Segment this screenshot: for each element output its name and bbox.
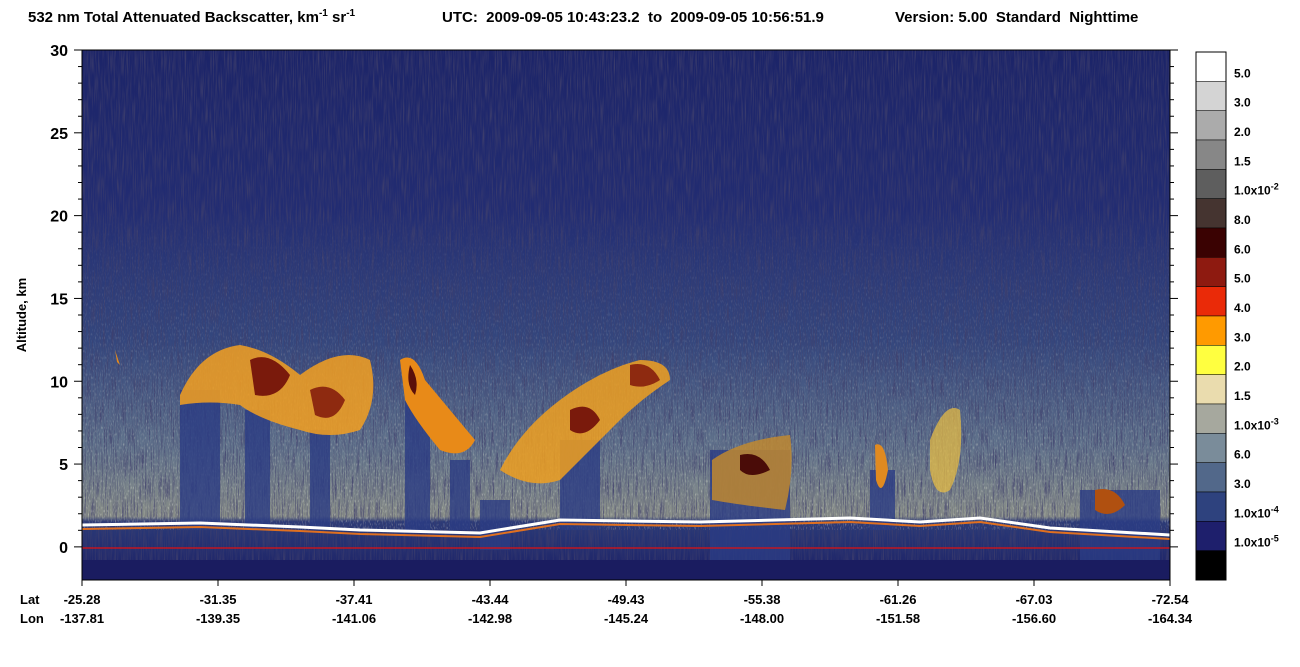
lon-tick-label: -151.58 <box>876 611 920 626</box>
lon-tick-label: -164.34 <box>1148 611 1193 626</box>
lat-tick-label: -49.43 <box>608 592 645 607</box>
colorbar-label-text: 3.0 <box>1234 330 1251 344</box>
colorbar-swatch <box>1195 491 1227 522</box>
lon-tick-label: -137.81 <box>60 611 104 626</box>
clouds <box>115 345 1125 514</box>
colorbar-swatch <box>1195 403 1227 434</box>
y-tick-label: 30 <box>50 43 68 60</box>
colorbar-swatch <box>1195 315 1227 346</box>
y-tick-label: 0 <box>59 540 68 557</box>
colorbar-label: 3.0 <box>1234 96 1251 110</box>
colorbar-label: 6.0 <box>1234 448 1251 462</box>
colorbar-swatch <box>1195 462 1227 493</box>
colorbar-label: 3.0 <box>1234 330 1251 344</box>
chart-title: 532 nm Total Attenuated Backscatter, km-… <box>28 8 356 26</box>
version: Version: 5.00 Standard Nighttime <box>895 9 1138 26</box>
colorbar-swatch <box>1195 139 1227 170</box>
colorbar-label: 4.0 <box>1234 301 1251 315</box>
colorbar-swatch <box>1195 169 1227 199</box>
lon-label: Lon <box>20 611 44 626</box>
colorbar-label: 1.0x10-5 <box>1234 534 1279 550</box>
colorbar-label-exponent: -5 <box>1271 534 1279 544</box>
lat-label: Lat <box>20 592 40 607</box>
colorbar-swatch <box>1195 521 1227 551</box>
backscatter-image <box>82 50 1170 580</box>
colorbar-label-text: 3.0 <box>1234 477 1251 491</box>
title-part: 532 nm Total Attenuated Backscatter, km <box>28 9 319 26</box>
title-superscript: -1 <box>319 8 328 19</box>
colorbar-swatch <box>1195 257 1227 287</box>
colorbar-label-text: 1.5 <box>1234 154 1251 168</box>
y-tick-label: 25 <box>50 126 68 143</box>
colorbar-label: 1.5 <box>1234 154 1251 168</box>
colorbar-label: 1.5 <box>1234 389 1251 403</box>
colorbar-label-text: 3.0 <box>1234 96 1251 110</box>
colorbar-label-text: 1.0x10 <box>1234 418 1271 432</box>
colorbar-label-text: 1.0x10 <box>1234 184 1271 198</box>
y-tick-label: 10 <box>50 374 68 391</box>
colorbar-swatch <box>1195 286 1227 317</box>
lon-tick-label: -141.06 <box>332 611 376 626</box>
lat-tick-label: -72.54 <box>1152 592 1190 607</box>
lat-tick-label: -25.28 <box>64 592 101 607</box>
lon-tick-label: -156.60 <box>1012 611 1056 626</box>
colorbar-label-text: 4.0 <box>1234 301 1251 315</box>
y-tick-label: 5 <box>59 457 68 474</box>
colorbar: 5.03.02.01.51.0x10-28.06.05.04.03.02.01.… <box>1195 51 1279 581</box>
time-range: UTC: 2009-09-05 10:43:23.2 to 2009-09-05… <box>442 9 824 26</box>
lat-tick-label: -43.44 <box>472 592 510 607</box>
colorbar-swatch <box>1195 374 1227 405</box>
title-part: sr <box>328 9 347 26</box>
colorbar-label-text: 1.5 <box>1234 389 1251 403</box>
colorbar-label-text: 2.0 <box>1234 125 1251 139</box>
colorbar-label: 2.0 <box>1234 360 1251 374</box>
colorbar-label: 5.0 <box>1234 272 1251 286</box>
lat-tick-label: -37.41 <box>336 592 373 607</box>
colorbar-frame <box>1195 51 1227 581</box>
colorbar-label-exponent: -4 <box>1271 504 1279 514</box>
colorbar-label-exponent: -3 <box>1271 416 1279 426</box>
lat-tick-label: -55.38 <box>744 592 781 607</box>
colorbar-label-text: 6.0 <box>1234 242 1251 256</box>
colorbar-label-text: 1.0x10 <box>1234 536 1271 550</box>
colorbar-swatch <box>1195 345 1227 375</box>
colorbar-label-text: 2.0 <box>1234 360 1251 374</box>
colorbar-label: 5.0 <box>1234 66 1251 80</box>
colorbar-label-text: 5.0 <box>1234 66 1251 80</box>
colorbar-label: 1.0x10-3 <box>1234 416 1279 432</box>
lat-tick-label: -31.35 <box>200 592 237 607</box>
lon-tick-label: -139.35 <box>196 611 240 626</box>
lat-tick-label: -67.03 <box>1016 592 1053 607</box>
colorbar-swatch <box>1195 550 1227 581</box>
colorbar-swatch <box>1195 433 1227 463</box>
colorbar-label-text: 5.0 <box>1234 272 1251 286</box>
y-tick-label: 15 <box>50 291 68 308</box>
colorbar-label: 6.0 <box>1234 242 1251 256</box>
y-axis-label: Altitude, km <box>14 278 29 352</box>
colorbar-label-exponent: -2 <box>1271 182 1279 192</box>
colorbar-label: 3.0 <box>1234 477 1251 491</box>
title-superscript: -1 <box>346 8 355 19</box>
colorbar-label-text: 8.0 <box>1234 213 1251 227</box>
colorbar-label: 1.0x10-2 <box>1234 182 1279 198</box>
colorbar-label: 2.0 <box>1234 125 1251 139</box>
colorbar-label-text: 1.0x10 <box>1234 506 1271 520</box>
colorbar-label: 1.0x10-4 <box>1234 504 1279 520</box>
colorbar-swatch <box>1195 227 1227 258</box>
lon-tick-label: -148.00 <box>740 611 784 626</box>
colorbar-swatch <box>1195 198 1227 229</box>
lon-tick-label: -145.24 <box>604 611 649 626</box>
lat-tick-label: -61.26 <box>880 592 917 607</box>
colorbar-label-text: 6.0 <box>1234 448 1251 462</box>
colorbar-swatch <box>1195 51 1227 82</box>
y-tick-label: 20 <box>50 209 68 226</box>
colorbar-swatch <box>1195 110 1227 141</box>
lon-tick-label: -142.98 <box>468 611 512 626</box>
colorbar-label: 8.0 <box>1234 213 1251 227</box>
colorbar-swatch <box>1195 81 1227 111</box>
